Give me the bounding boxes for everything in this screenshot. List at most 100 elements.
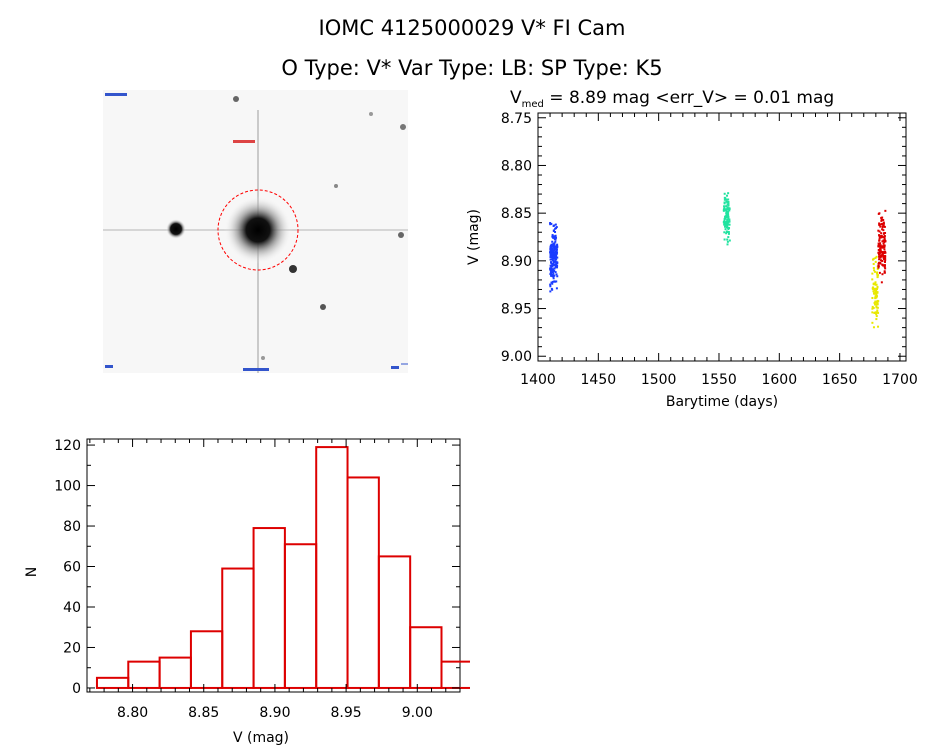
data-point-group1 [550, 261, 553, 264]
data-point-group1 [554, 252, 557, 255]
data-point-group2 [726, 198, 729, 201]
data-point-group4 [881, 245, 884, 248]
histogram-bar [377, 555, 412, 689]
data-point-group4 [883, 241, 886, 244]
data-point-group4 [879, 225, 882, 228]
data-point-group3 [871, 278, 874, 281]
data-point-group4 [878, 237, 881, 240]
data-point-group1 [549, 290, 552, 293]
histogram-bar [346, 476, 380, 689]
data-point-group1 [551, 263, 554, 266]
histogram-bar [283, 543, 318, 689]
data-point-group4 [877, 266, 880, 269]
data-point-group2 [723, 223, 726, 226]
data-point-group3 [872, 290, 875, 293]
data-point-group2 [728, 218, 731, 221]
data-point-group3 [875, 315, 878, 318]
data-point-group4 [882, 232, 885, 235]
y-tick-label: 120 [54, 438, 81, 454]
data-point-group4 [878, 258, 881, 261]
data-point-group2 [728, 220, 731, 223]
faint-star [289, 265, 297, 273]
data-point-group4 [877, 245, 880, 248]
data-point-group1 [552, 229, 555, 232]
data-point-group4 [881, 260, 884, 263]
data-point-group4 [878, 255, 881, 258]
x-tick-label: 9.00 [402, 705, 433, 721]
data-point-group1 [556, 243, 559, 246]
faint-star [233, 96, 239, 102]
y-tick-label: 80 [63, 519, 81, 535]
data-point-group3 [871, 321, 874, 324]
data-point-group4 [877, 244, 880, 247]
data-point-group1 [552, 243, 555, 246]
data-point-group1 [549, 222, 552, 225]
data-point-group3 [875, 306, 878, 309]
neighbour-star [166, 219, 186, 239]
data-point-group1 [549, 271, 552, 274]
data-point-group1 [550, 281, 553, 284]
data-point-group4 [881, 228, 884, 231]
data-point-group1 [555, 262, 558, 265]
data-point-group2 [723, 219, 726, 222]
light-curve-ylabel: V (mag) [466, 209, 482, 265]
histogram-ylabel: N [24, 567, 40, 577]
data-point-group2 [723, 196, 726, 199]
data-point-group1 [554, 223, 557, 226]
data-point-group1 [555, 265, 558, 268]
data-point-group2 [728, 209, 731, 212]
data-point-group4 [883, 236, 886, 239]
data-point-group4 [881, 240, 884, 243]
data-point-group2 [723, 206, 726, 209]
data-point-group3 [871, 305, 874, 308]
data-point-group4 [883, 265, 886, 268]
data-point-group4 [882, 222, 885, 225]
data-point-group4 [884, 232, 887, 235]
data-point-group2 [726, 201, 729, 204]
data-point-group1 [552, 274, 555, 277]
data-point-group1 [553, 237, 556, 240]
histogram-chart: 8.80 8.85 8.90 8.95 9.00 0 20 40 60 80 100 120 V (m… [24, 438, 470, 746]
data-point-group4 [878, 234, 881, 237]
data-point-group4 [884, 209, 887, 212]
x-tick-label: 1700 [882, 372, 918, 388]
data-point-group4 [879, 259, 882, 262]
data-point-group4 [883, 270, 886, 273]
data-point-group2 [725, 216, 728, 219]
data-point-group2 [725, 209, 728, 212]
histogram-frame [86, 438, 461, 693]
data-point-group2 [727, 231, 730, 234]
data-point-group1 [549, 283, 552, 286]
data-point-group1 [550, 255, 553, 258]
data-point-group2 [728, 227, 731, 230]
annotation-mark [243, 368, 269, 371]
data-point-group4 [882, 218, 885, 221]
data-point-group4 [878, 239, 881, 242]
data-point-group1 [551, 265, 554, 268]
data-point-group3 [876, 306, 879, 309]
data-point-group3 [876, 309, 879, 312]
data-point-group3 [876, 271, 879, 274]
data-point-group3 [875, 295, 878, 298]
data-point-group1 [550, 222, 553, 225]
data-point-group3 [875, 255, 878, 258]
data-point-group4 [884, 267, 887, 270]
data-point-group2 [726, 213, 729, 216]
y-tick-label: 8.80 [501, 158, 532, 174]
data-point-group1 [554, 258, 557, 261]
data-point-group1 [554, 240, 557, 243]
x-tick-label: 1600 [761, 372, 797, 388]
y-tick-label: 8.85 [501, 206, 532, 222]
data-point-group4 [878, 222, 881, 225]
data-point-group1 [551, 282, 554, 285]
data-point-group1 [552, 245, 555, 248]
data-point-group3 [874, 290, 877, 293]
data-point-group4 [880, 218, 883, 221]
data-point-group1 [551, 273, 554, 276]
x-tick-label: 1500 [641, 372, 677, 388]
data-point-group4 [880, 219, 883, 222]
data-point-group1 [552, 254, 555, 257]
data-point-group4 [880, 236, 883, 239]
data-point-group1 [551, 243, 554, 246]
data-point-group2 [726, 218, 729, 221]
